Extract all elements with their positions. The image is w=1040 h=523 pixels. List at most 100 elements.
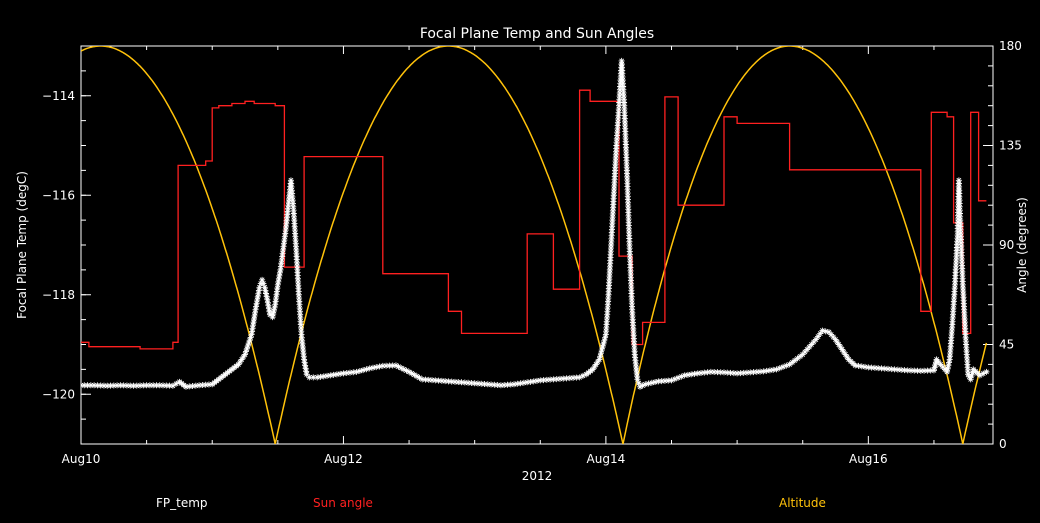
fp-temp-point	[622, 125, 629, 132]
fp-temp-point	[611, 182, 618, 189]
fp-temp-point	[949, 321, 956, 328]
fp-temp-point	[610, 204, 617, 211]
fp-temp-point	[302, 362, 309, 369]
fp-temp-point	[163, 382, 170, 389]
fp-temp-point	[627, 274, 634, 281]
fp-temp-point	[753, 368, 760, 375]
fp-temp-point	[627, 264, 634, 271]
fp-temp-point	[964, 364, 971, 371]
fp-temp-point	[626, 242, 633, 248]
fp-temp-point	[616, 89, 623, 96]
fp-temp-point	[606, 263, 613, 270]
fp-temp-point	[948, 331, 955, 338]
fp-temp-point	[958, 239, 965, 246]
fp-temp-point	[491, 381, 498, 388]
fp-temp-point	[504, 381, 511, 388]
fp-temp-point	[250, 322, 257, 329]
fp-temp-point	[956, 183, 963, 190]
fp-temp-point	[283, 217, 290, 224]
fp-temp-point	[840, 348, 847, 355]
fp-temp-point	[625, 203, 632, 210]
fp-temp-point	[497, 382, 504, 389]
fp-temp-point	[286, 189, 293, 196]
fp-temp-point	[317, 373, 324, 380]
y-right-tick-label: 180	[999, 39, 1022, 53]
fp-temp-point	[481, 381, 488, 388]
fp-temp-point	[602, 331, 609, 338]
fp-temp-point	[607, 248, 614, 255]
fp-temp-point	[320, 373, 327, 380]
fp-temp-point	[484, 381, 491, 388]
fp-temp-point	[534, 377, 540, 384]
fp-temp-point	[958, 246, 965, 253]
fp-temp-point	[626, 232, 633, 239]
fp-temp-point	[628, 296, 635, 303]
fp-temp-point	[547, 376, 554, 383]
fp-temp-point	[959, 265, 966, 272]
x-tick-label: Aug16	[849, 452, 888, 466]
fp-temp-point	[947, 346, 954, 353]
fp-temp-point	[255, 287, 262, 294]
fp-temp-point	[599, 343, 606, 350]
fp-temp-point	[264, 296, 271, 303]
fp-temp-point	[610, 192, 617, 199]
fp-temp-point	[255, 290, 262, 297]
fp-temp-point	[333, 371, 340, 378]
fp-temp-point	[284, 211, 291, 218]
fp-temp-point	[299, 340, 306, 347]
fp-temp-point	[398, 364, 405, 371]
fp-temp-point	[340, 370, 347, 377]
fp-temp-point	[627, 271, 634, 278]
fp-temp-point	[633, 363, 640, 370]
fp-temp-point	[707, 368, 714, 375]
fp-temp-point	[140, 382, 147, 389]
fp-temp-point	[625, 209, 632, 216]
fp-temp-point	[901, 367, 908, 374]
fp-temp-point	[954, 232, 961, 239]
fp-temp-point	[514, 380, 521, 387]
fp-temp-point	[625, 225, 632, 232]
fp-temp-point	[386, 362, 393, 369]
fp-temp-point	[271, 304, 278, 311]
fp-temp-point	[84, 382, 91, 389]
fp-temp-point	[634, 373, 641, 380]
fp-temp-point	[819, 327, 826, 334]
fp-temp-point	[251, 312, 258, 319]
fp-temp-point	[606, 282, 613, 289]
fp-temp-point	[835, 341, 842, 348]
fp-temp-point	[299, 337, 306, 344]
fp-temp-point	[196, 382, 203, 389]
fp-temp-point	[478, 380, 485, 387]
fp-temp-point	[406, 368, 413, 375]
fp-temp-point	[624, 177, 631, 184]
fp-temp-point	[610, 201, 617, 208]
fp-temp-point	[964, 358, 971, 365]
fp-temp-point	[242, 348, 249, 355]
fp-temp-point	[297, 321, 304, 328]
fp-temp-point	[609, 214, 616, 221]
fp-temp-point	[235, 361, 242, 368]
fp-temp-point	[240, 353, 247, 360]
fp-temp-point	[614, 129, 621, 136]
fp-temp-point	[563, 375, 570, 382]
fp-temp-point	[146, 382, 153, 389]
fp-temp-point	[930, 367, 937, 374]
fp-temp-point	[291, 217, 298, 224]
fp-temp-point	[630, 329, 637, 336]
fp-temp-point	[609, 207, 616, 214]
fp-temp-point	[730, 370, 737, 377]
fp-temp-point	[608, 238, 615, 245]
fp-temp-point	[711, 368, 718, 375]
fp-temp-point	[627, 254, 634, 261]
fp-temp-point	[130, 382, 137, 389]
fp-temp-point	[110, 382, 117, 389]
fp-temp-point	[957, 233, 964, 240]
fp-temp-point	[904, 367, 911, 374]
fp-temp-point	[622, 122, 629, 129]
fp-temp-point	[624, 196, 631, 203]
fp-temp-point	[265, 302, 272, 309]
fp-temp-point	[817, 330, 824, 337]
fp-temp-point	[822, 328, 829, 335]
fp-temp-point	[619, 73, 626, 80]
fp-temp-point	[100, 382, 107, 389]
